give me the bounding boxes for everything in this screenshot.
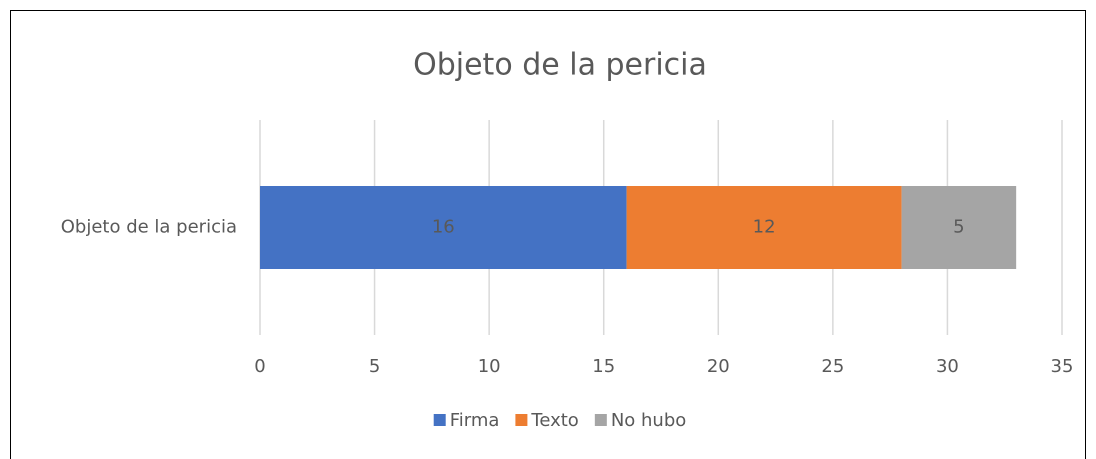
x-tick-label: 5: [369, 356, 380, 377]
data-label: 5: [953, 217, 964, 238]
chart-title: Objeto de la pericia: [413, 48, 707, 83]
bar-segment: [626, 186, 902, 269]
legend-swatch: [515, 414, 528, 426]
bar-segment: [901, 186, 1017, 269]
x-tick-label: 35: [1051, 356, 1074, 377]
x-tick-label: 20: [707, 356, 730, 377]
legend-label: No hubo: [611, 410, 686, 431]
x-tick-label: 30: [936, 356, 959, 377]
legend-swatch: [433, 414, 446, 426]
data-label: 16: [432, 217, 455, 238]
y-tick-label: Objeto de la pericia: [61, 217, 237, 238]
bar-segment: [260, 186, 627, 269]
x-tick-label: 15: [592, 356, 615, 377]
x-tick-label: 10: [478, 356, 501, 377]
legend-label: Texto: [530, 410, 578, 431]
legend-label: Firma: [450, 410, 500, 431]
x-tick-label: 25: [821, 356, 844, 377]
x-tick-label: 0: [254, 356, 265, 377]
legend-swatch: [594, 414, 607, 426]
data-label: 12: [753, 217, 776, 238]
